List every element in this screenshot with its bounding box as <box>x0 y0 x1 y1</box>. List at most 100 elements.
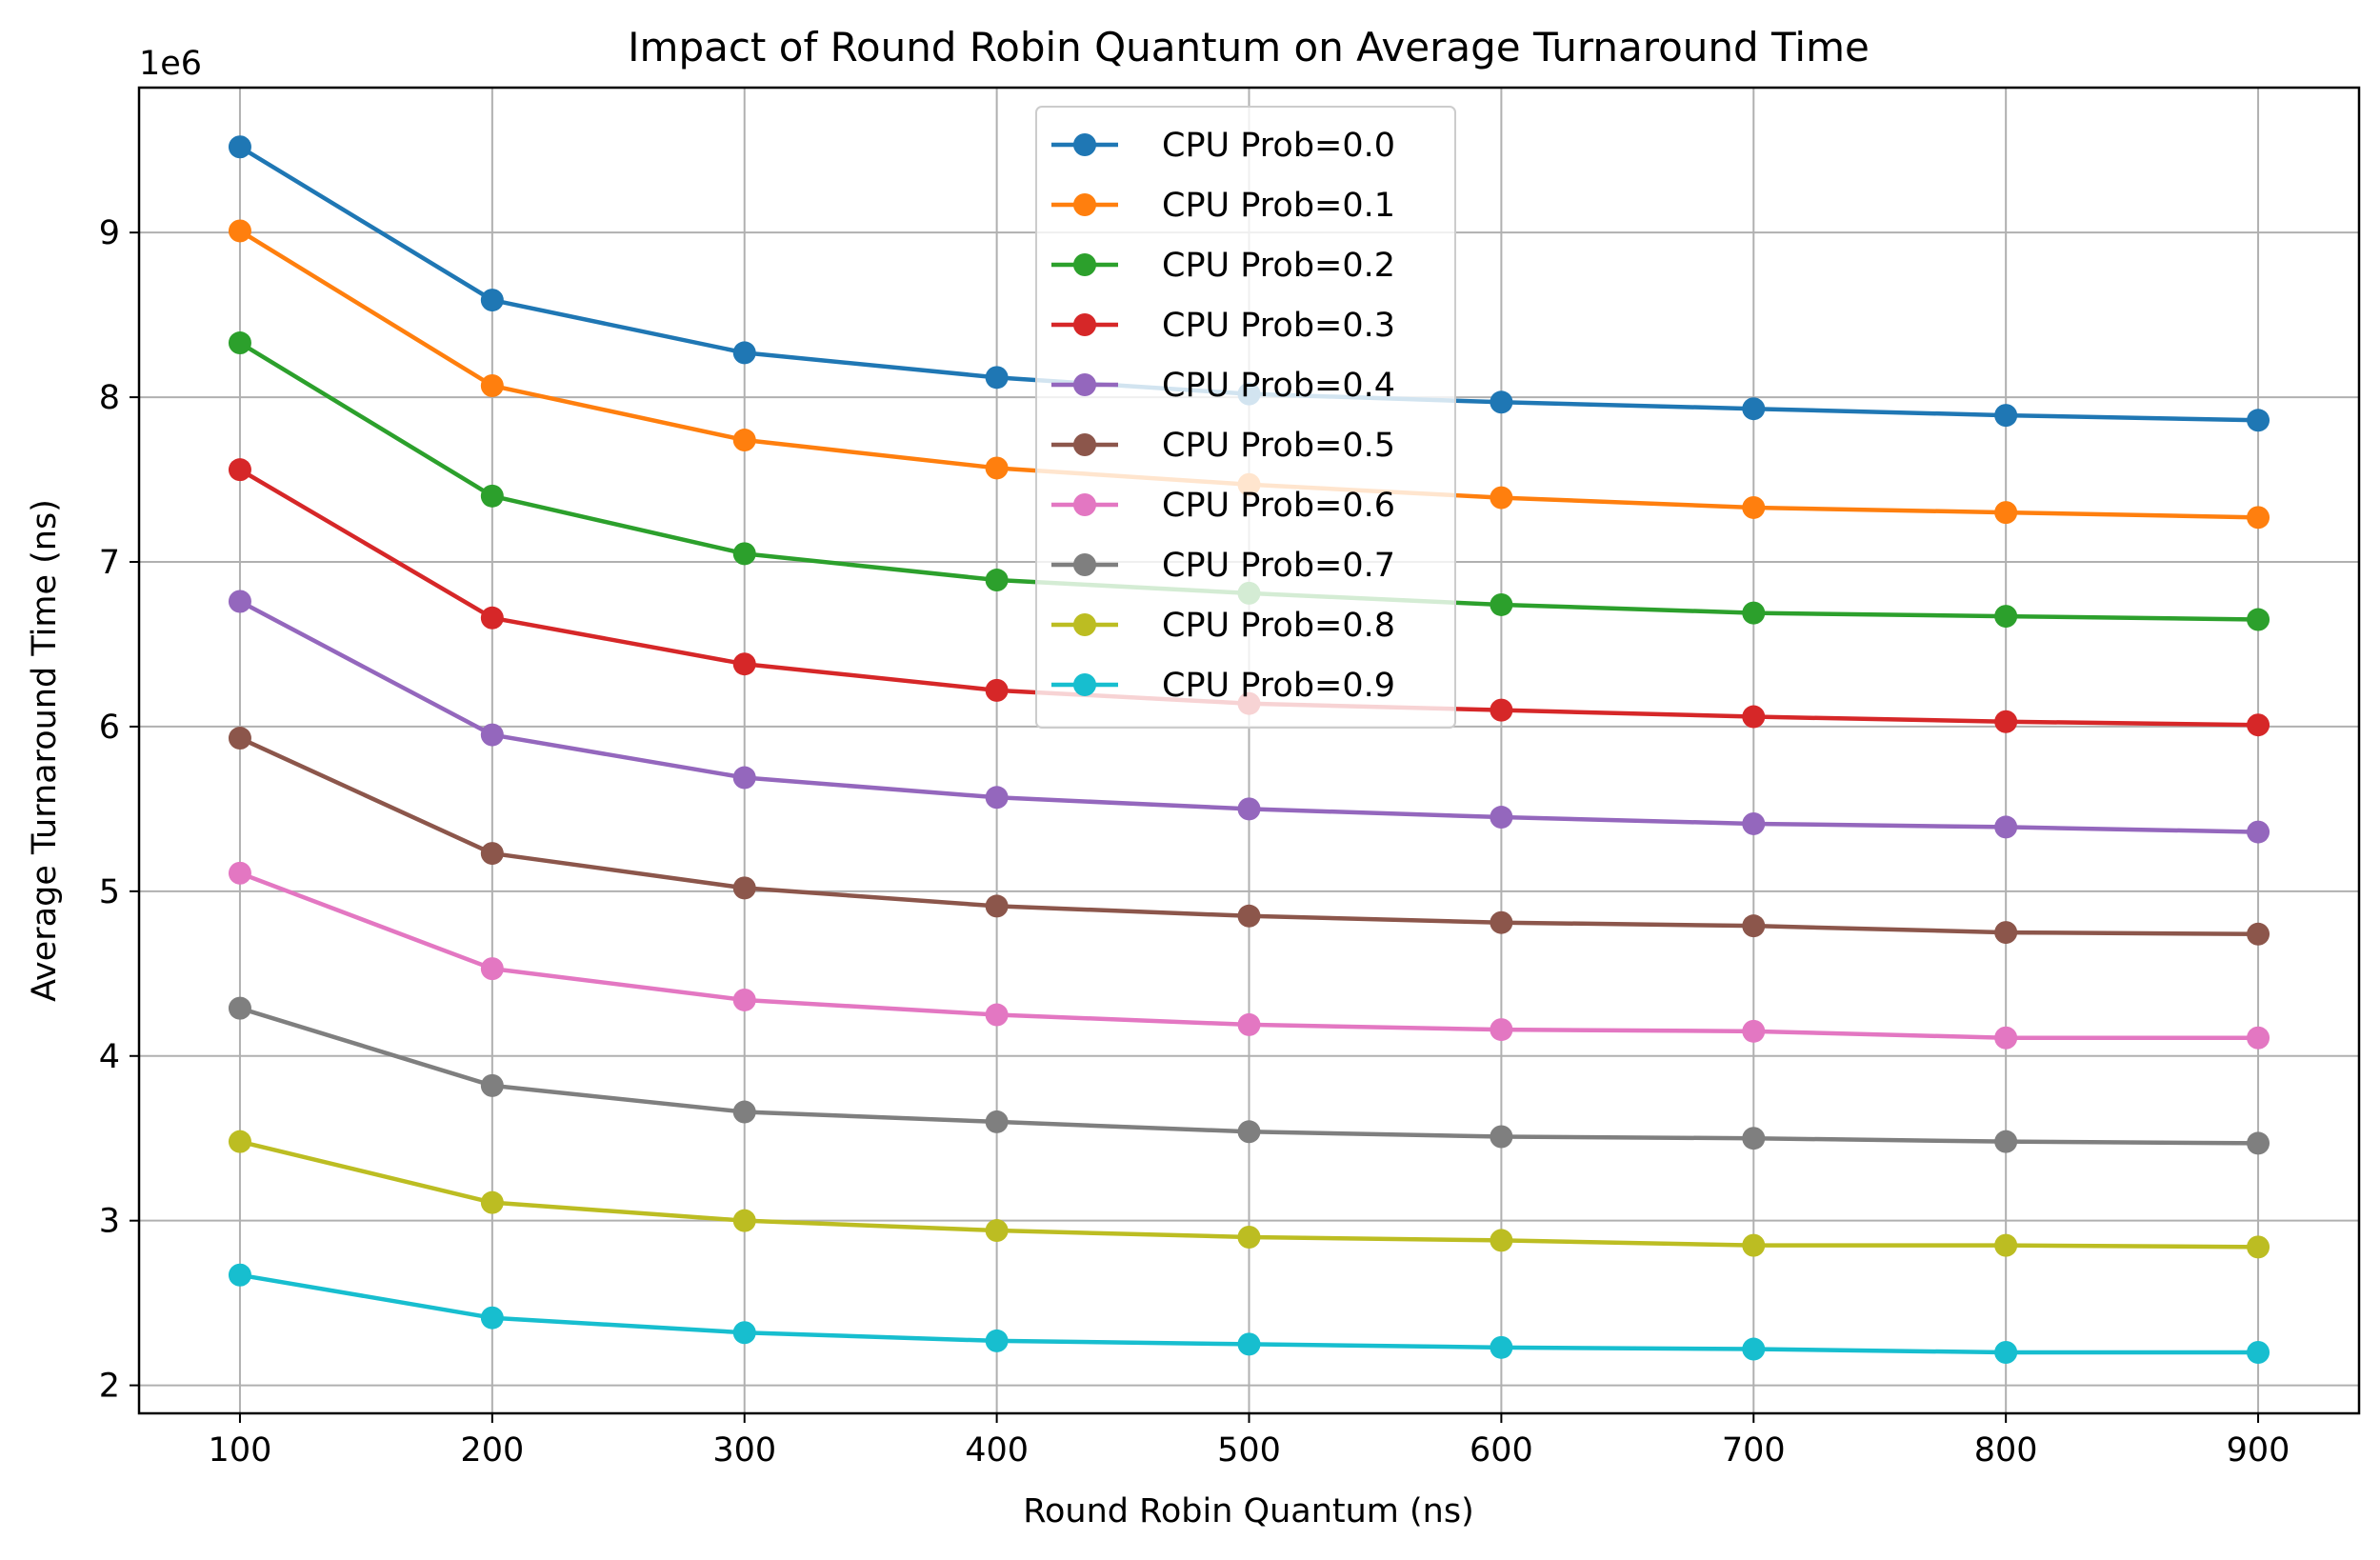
data-point <box>1994 1026 2018 1050</box>
data-point <box>732 766 756 790</box>
data-point <box>2247 713 2270 737</box>
legend-label: CPU Prob=0.8 <box>1162 607 1395 645</box>
x-tick-label: 100 <box>209 1431 272 1470</box>
data-point <box>1490 698 1513 722</box>
data-point <box>732 429 756 452</box>
legend-swatch-marker <box>1073 313 1096 336</box>
data-point <box>1237 797 1261 821</box>
data-point <box>480 957 504 981</box>
data-point <box>985 786 1009 810</box>
x-tick-label: 200 <box>460 1431 524 1470</box>
data-point <box>1742 601 1766 625</box>
legend-label: CPU Prob=0.4 <box>1162 367 1395 405</box>
data-point <box>1490 1018 1513 1042</box>
data-point <box>1490 486 1513 510</box>
data-point <box>1237 1012 1261 1036</box>
legend-swatch-marker <box>1073 433 1096 456</box>
x-tick-label: 700 <box>1722 1431 1786 1470</box>
data-point <box>1742 1233 1766 1257</box>
legend-box <box>1035 106 1456 729</box>
data-point <box>1490 592 1513 616</box>
data-point <box>480 723 504 747</box>
data-point <box>1742 914 1766 938</box>
legend-swatch-marker <box>1073 613 1096 636</box>
data-point <box>1742 811 1766 835</box>
legend-swatch-marker <box>1073 253 1096 276</box>
data-point <box>985 1329 1009 1352</box>
legend-item: CPU Prob=0.7 <box>1051 547 1395 585</box>
data-point <box>228 1263 251 1287</box>
data-point <box>985 456 1009 480</box>
data-point <box>732 1321 756 1345</box>
data-point <box>1237 1225 1261 1249</box>
data-point <box>2247 409 2270 432</box>
data-point <box>732 1209 756 1232</box>
data-point <box>732 876 756 900</box>
legend-swatch-marker <box>1073 553 1096 576</box>
legend-item: CPU Prob=0.2 <box>1051 247 1395 285</box>
data-point <box>228 135 251 159</box>
y-tick-label: 8 <box>99 379 120 417</box>
legend-label: CPU Prob=0.5 <box>1162 427 1395 465</box>
data-point <box>228 458 251 482</box>
legend-label: CPU Prob=0.2 <box>1162 247 1395 285</box>
data-point <box>2247 1026 2270 1050</box>
data-point <box>985 678 1009 702</box>
data-point <box>480 373 504 397</box>
legend-swatch-marker <box>1073 373 1096 396</box>
x-axis-label: Round Robin Quantum (ns) <box>1023 1492 1474 1530</box>
data-point <box>985 569 1009 592</box>
data-point <box>1237 1332 1261 1356</box>
data-point <box>480 842 504 866</box>
data-point <box>228 727 251 750</box>
y-tick-label: 2 <box>99 1368 120 1406</box>
y-tick-label: 9 <box>99 214 120 252</box>
data-point <box>985 366 1009 390</box>
data-point <box>1742 1337 1766 1361</box>
data-point <box>985 1110 1009 1133</box>
legend-label: CPU Prob=0.7 <box>1162 547 1395 585</box>
legend-item: CPU Prob=0.0 <box>1051 127 1395 165</box>
data-point <box>1490 1229 1513 1252</box>
y-tick-label: 4 <box>99 1038 120 1076</box>
data-point <box>480 606 504 630</box>
data-point <box>1994 921 2018 945</box>
data-point <box>2247 820 2270 844</box>
data-point <box>1490 1125 1513 1149</box>
legend-swatch-marker <box>1073 133 1096 156</box>
legend-swatch-marker <box>1073 193 1096 216</box>
legend-label: CPU Prob=0.0 <box>1162 127 1395 165</box>
legend: CPU Prob=0.0 CPU Prob=0.1 CPU Prob=0.2 CPU … <box>1035 106 1456 729</box>
data-point <box>1742 1127 1766 1150</box>
data-point <box>1994 710 2018 733</box>
series-5 <box>228 727 2270 946</box>
series-4 <box>228 590 2270 844</box>
data-point <box>480 1190 504 1214</box>
data-point <box>228 331 251 355</box>
y-offset-label: 1e6 <box>139 45 202 83</box>
legend-swatch-marker <box>1073 493 1096 516</box>
data-point <box>1994 501 2018 525</box>
data-point <box>228 861 251 885</box>
data-point <box>2247 1341 2270 1365</box>
data-point <box>1994 1233 2018 1257</box>
series-8 <box>228 1130 2270 1259</box>
chart-title: Impact of Round Robin Quantum on Average… <box>628 24 1870 70</box>
data-point <box>1490 910 1513 934</box>
data-point <box>1490 390 1513 414</box>
data-point <box>2247 1235 2270 1259</box>
legend-label: CPU Prob=0.3 <box>1162 307 1395 345</box>
data-point <box>732 341 756 365</box>
y-tick-label: 3 <box>99 1203 120 1241</box>
data-point <box>480 289 504 312</box>
data-point <box>1490 1335 1513 1359</box>
y-tick-label: 6 <box>99 709 120 747</box>
y-tick-label: 7 <box>99 544 120 582</box>
data-point <box>732 652 756 676</box>
data-point <box>2247 922 2270 946</box>
axis-ticks: 100 200 300 400 500 600 700 800 900 2 3 4 5 6 7 8 9 <box>99 214 2290 1470</box>
x-tick-label: 600 <box>1470 1431 1533 1470</box>
data-point <box>228 996 251 1020</box>
legend-label: CPU Prob=0.1 <box>1162 187 1395 225</box>
data-point <box>1742 397 1766 421</box>
